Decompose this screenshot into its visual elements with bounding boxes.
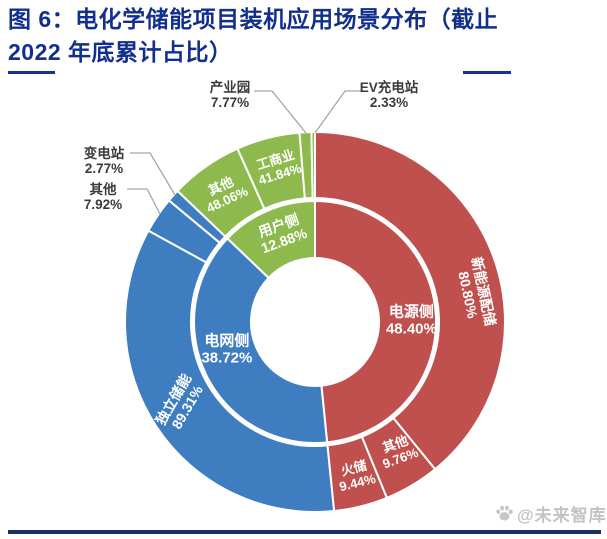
outside-label-产业园: 产业园 [210,79,251,95]
svg-text:48.40%: 48.40% [386,320,437,337]
bottom-rule [8,530,601,534]
segment-outer-新能源配储 [314,131,506,471]
page-title: 图 6：电化学储能项目装机应用场景分布（截止 2022 年底累计占比） [8,3,588,69]
figure-title-line1: 图 6：电化学储能项目装机应用场景分布（截止 [8,6,499,32]
leader-line-EV充电站 [314,90,363,134]
svg-text:火储: 火储 [339,458,368,479]
leader-line-变电站 [130,152,176,196]
svg-text:38.72%: 38.72% [201,350,252,367]
outside-label-其他: 其他 [90,181,117,197]
outside-label-变电站: 变电站 [84,145,125,161]
segment-inner-用户侧 [226,200,316,279]
watermark: @未来智库 [495,502,607,525]
title-underline-right [463,71,511,74]
svg-text:7.77%: 7.77% [211,95,249,110]
svg-text:7.92%: 7.92% [84,197,122,212]
svg-text:电源侧: 电源侧 [389,302,434,320]
segment-outer-EV充电站 [310,130,316,200]
title-underline-left [8,71,55,74]
svg-text:2.33%: 2.33% [370,95,408,110]
segment-inner-电网侧 [193,237,329,444]
svg-text:2.77%: 2.77% [85,161,123,176]
leader-line-其他 [127,188,161,215]
figure-title-line2: 2022 年底累计占比） [8,39,233,65]
svg-text:电网侧: 电网侧 [204,332,249,350]
watermark-paw-icon [496,505,513,521]
watermark-text: @未来智库 [517,505,607,525]
segment-outer-独立储能 [124,229,336,513]
leader-line-产业园 [254,90,307,134]
outside-label-EV充电站: EV充电站 [360,79,419,95]
segment-inner-电源侧 [314,200,437,444]
